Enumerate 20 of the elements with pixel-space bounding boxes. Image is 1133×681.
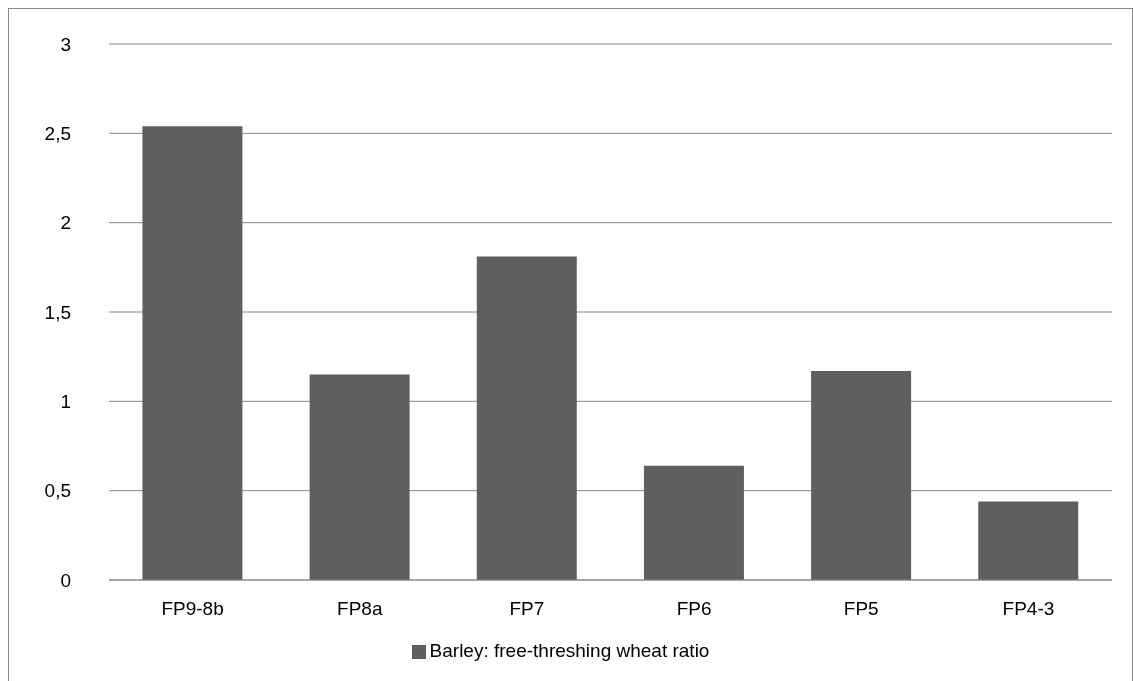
x-tick-label: FP4-3 (1002, 598, 1055, 620)
bar (643, 465, 744, 580)
x-tick-label: FP8a (337, 598, 383, 620)
bar (309, 374, 410, 580)
bar (476, 256, 577, 580)
y-tick-label: 1 (60, 391, 71, 413)
bar (142, 126, 243, 580)
y-tick-label: 0,5 (44, 480, 71, 502)
y-tick-label: 3 (60, 33, 71, 55)
y-tick-label: 1,5 (44, 301, 71, 323)
x-tick-label: FP5 (843, 598, 879, 620)
bar (978, 501, 1079, 580)
legend-label: Barley: free-threshing wheat ratio (429, 640, 710, 661)
x-tick-label: FP7 (509, 598, 545, 620)
y-tick-label: 2,5 (44, 123, 71, 145)
y-tick-label: 2 (60, 212, 71, 234)
x-tick-label: FP9-8b (161, 598, 224, 620)
bar (811, 370, 912, 580)
x-tick-label: FP6 (676, 598, 712, 620)
y-tick-label: 0 (60, 569, 71, 591)
